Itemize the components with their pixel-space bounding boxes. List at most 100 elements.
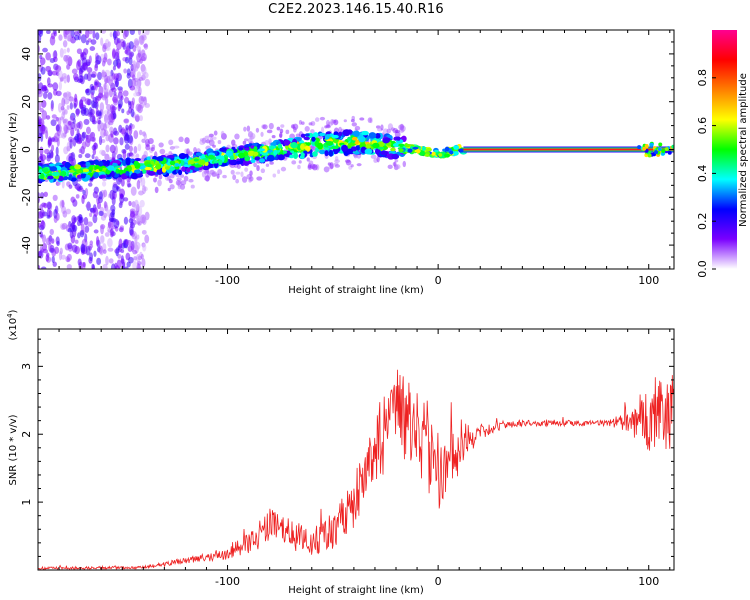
spectrogram-noise-blob xyxy=(78,148,82,154)
spectrogram-noise-blob xyxy=(50,137,56,142)
spectrogram-noise-blob xyxy=(61,199,65,208)
spectrogram-noise-blob xyxy=(128,200,132,207)
spectrogram-noise-blob xyxy=(128,145,133,153)
spectrogram-ridge-blob xyxy=(374,133,381,139)
spectrogram-ridge-blob xyxy=(259,158,266,163)
spectrogram-noise-blob xyxy=(38,222,42,228)
spectrogram-noise-blob xyxy=(262,124,268,130)
spectrogram-noise-blob xyxy=(101,69,106,78)
spectrogram-noise-blob xyxy=(108,78,114,86)
spectrogram-noise-blob xyxy=(143,43,149,50)
spectrogram-noise-blob xyxy=(88,55,92,64)
snr-series-line xyxy=(38,369,674,570)
spectrogram-noise-blob xyxy=(246,125,251,132)
spectrogram-noise-blob xyxy=(51,248,57,257)
spectrogram-ridge-blob xyxy=(404,143,411,148)
spectrogram-noise-blob xyxy=(57,69,63,80)
spectrogram-noise-blob xyxy=(59,77,63,82)
spectrogram-noise-blob xyxy=(48,210,53,218)
spectrogram-noise-blob xyxy=(51,70,58,76)
spectrogram-noise-blob xyxy=(123,118,129,123)
spectrogram-noise-blob xyxy=(248,177,252,183)
spectrogram-noise-blob xyxy=(126,68,131,76)
spectrogram-ridge-blob xyxy=(60,170,67,177)
spectrogram-ridge-blob xyxy=(166,154,175,159)
spectrogram-ridge-blob xyxy=(434,149,439,153)
spectrogram-noise-blob xyxy=(169,184,175,190)
spectrogram-noise-blob xyxy=(134,199,139,209)
spectrogram-noise-blob xyxy=(97,122,101,132)
spectrogram-noise-blob xyxy=(89,212,93,218)
spectrogram-noise-blob xyxy=(120,95,124,101)
spectrogram-ridge-blob xyxy=(418,151,426,156)
spectrogram-noise-blob xyxy=(63,92,69,100)
spectrogram-noise-blob xyxy=(216,173,220,179)
spectrogram-noise-blob xyxy=(98,191,103,200)
spectrogram-noise-blob xyxy=(61,132,67,139)
spectrogram-noise-blob xyxy=(100,122,105,131)
spectrogram-noise-blob xyxy=(323,166,330,173)
spectrogram-noise-blob xyxy=(137,104,143,114)
spectrogram-ridge-blob xyxy=(273,149,278,156)
spectrogram-noise-blob xyxy=(49,35,56,46)
spectrogram-ridge-blob xyxy=(195,152,203,157)
spectrogram-noise-blob xyxy=(139,199,145,208)
spectrogram-noise-blob xyxy=(168,139,174,146)
spectrogram-noise-blob xyxy=(81,195,85,204)
spectrogram-ridge-blob xyxy=(438,153,443,157)
spectrogram-ridge-blob xyxy=(47,175,54,180)
spectrogram-ridge-blob xyxy=(187,159,195,165)
spectrogram-noise-blob xyxy=(90,73,96,78)
spectrogram-noise-blob xyxy=(87,221,93,227)
spectrogram-noise-blob xyxy=(175,180,181,186)
spectrogram-noise-blob xyxy=(280,124,285,128)
spectrogram-noise-blob xyxy=(109,144,116,154)
spectrogram-noise-blob xyxy=(136,234,140,240)
spectrogram-ridge-blob xyxy=(125,170,130,176)
spectrogram-noise-blob xyxy=(42,47,48,53)
spectrogram-ridge-blob xyxy=(277,154,285,161)
spectrogram-noise-blob xyxy=(138,129,143,136)
spectrogram-noise-blob xyxy=(311,164,318,171)
spectrogram-noise-blob xyxy=(235,179,240,184)
spectrogram-ridge-blob xyxy=(396,136,401,141)
spectrogram-noise-blob xyxy=(105,144,110,153)
spectrogram-noise-blob xyxy=(55,124,60,132)
spectrogram-noise-blob xyxy=(140,49,146,57)
spectrogram-noise-blob xyxy=(122,90,129,97)
spectrogram-noise-blob xyxy=(44,126,48,134)
spectrogram-ridge-blob xyxy=(258,148,265,152)
spectrogram-noise-blob xyxy=(43,191,48,198)
spectrogram-noise-blob xyxy=(123,216,129,225)
spectrogram-noise-blob xyxy=(106,109,111,118)
spectrogram-noise-blob xyxy=(48,242,52,252)
spectrogram-noise-blob xyxy=(276,126,281,131)
spectrogram-noise-blob xyxy=(51,256,55,264)
spectrogram-noise-blob xyxy=(236,164,241,170)
snr-panel: -100 0 100 1 2 3 Height of straight line (km)… xyxy=(6,309,675,596)
spectrogram-noise-blob xyxy=(61,179,65,189)
spectrogram-noise-blob xyxy=(387,164,393,170)
spectrogram-noise-blob xyxy=(99,102,105,112)
spectrogram-noise-blob xyxy=(41,234,47,244)
spectrogram-noise-blob xyxy=(90,91,94,99)
spectrogram-noise-blob xyxy=(139,115,143,122)
spectrogram-noise-blob xyxy=(138,95,145,105)
snr-xlabel: Height of straight line (km) xyxy=(288,585,424,596)
spectrogram-noise-blob xyxy=(138,76,144,82)
spectrogram-noise-blob xyxy=(108,217,115,222)
spectrogram-ridge-blob xyxy=(164,166,171,170)
spectrogram-ridge-blob xyxy=(667,150,672,155)
spectrogram-noise-blob xyxy=(306,157,310,162)
spectrogram-noise-blob xyxy=(38,89,43,98)
spectrogram-noise-blob xyxy=(92,96,98,104)
spectrogram-ridge-blob xyxy=(146,164,153,168)
spectrogram-ridge-blob xyxy=(293,152,299,160)
spectrogram-ridge-blob xyxy=(130,172,138,180)
spectrogram-noise-blob xyxy=(86,67,93,74)
spectrogram-noise-blob xyxy=(126,110,130,116)
spectrogram-ridge-blob xyxy=(304,133,310,137)
spectrogram-ridge-blob xyxy=(110,170,115,178)
spectrogram-noise-blob xyxy=(76,48,83,55)
spectrogram-noise-blob xyxy=(280,166,287,172)
